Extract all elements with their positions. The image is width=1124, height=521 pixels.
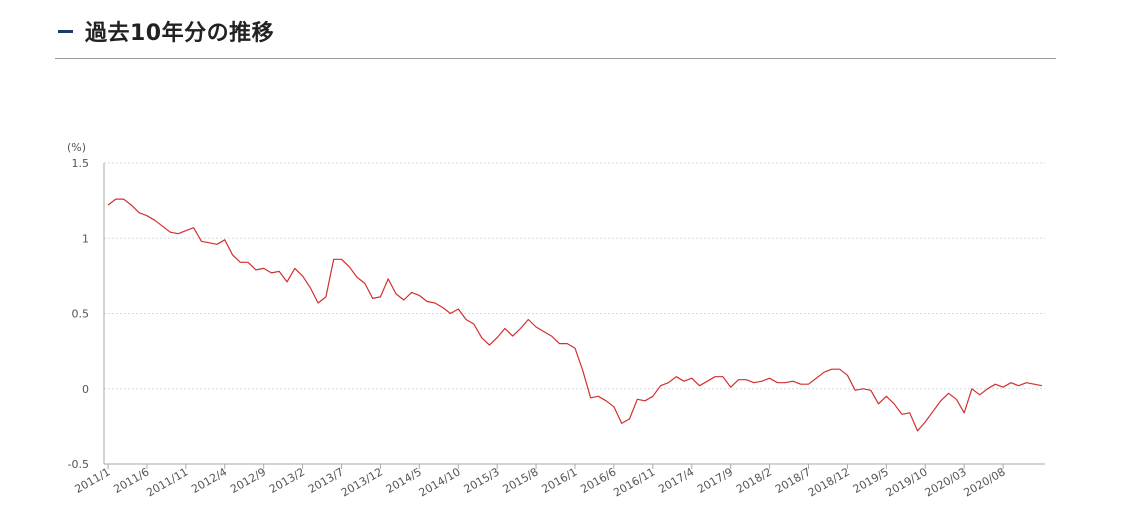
x-tick-label: 2020/08 [962, 465, 1008, 499]
y-tick-label: 1 [82, 232, 89, 245]
series-lines [107, 198, 1043, 432]
x-tick-label: 2020/03 [923, 465, 969, 499]
x-tick-label: 2016/11 [611, 465, 657, 499]
x-tick-label: 2011/11 [144, 465, 190, 499]
x-tick-label: 2015/3 [462, 465, 502, 496]
x-tick-label: 2015/8 [501, 465, 541, 496]
chart-axes [103, 163, 1045, 469]
x-tick-label: 2013/2 [267, 465, 307, 496]
x-tick-label: 2014/10 [417, 465, 463, 499]
section-heading: 過去10年分の推移 [55, 14, 1056, 59]
heading-accent-dash [58, 30, 73, 33]
x-tick-label: 2019/10 [884, 465, 930, 499]
x-tick-label: 2013/12 [339, 465, 385, 499]
y-axis-unit-label: (%) [67, 141, 86, 154]
grid-lines [104, 162, 1045, 390]
page-title: 過去10年分の推移 [85, 21, 275, 46]
y-tick-label: 0.5 [72, 308, 90, 321]
x-tick-label: 2012/9 [228, 465, 268, 496]
x-tick-label: 2018/12 [806, 465, 852, 499]
y-tick-label: 1.5 [72, 157, 90, 170]
y-tick-label: -0.5 [68, 458, 89, 471]
series-line [107, 198, 1043, 432]
y-tick-label: 0 [82, 383, 89, 396]
x-tick-label: 2017/4 [656, 465, 696, 496]
x-tick-label: 2012/4 [189, 465, 229, 496]
axis-labels: 1.510.50-0.5(%)2011/12011/62011/112012/4… [67, 141, 1008, 499]
x-tick-label: 2018/2 [734, 465, 774, 496]
x-tick-label: 2017/9 [695, 465, 735, 496]
x-tick-label: 2016/1 [539, 465, 579, 496]
